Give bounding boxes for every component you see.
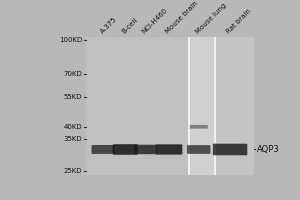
Text: AQP3: AQP3 [257,145,279,154]
FancyBboxPatch shape [92,145,115,154]
FancyBboxPatch shape [190,125,208,129]
Text: Rat brain: Rat brain [226,8,253,35]
Text: 55KD: 55KD [64,94,82,100]
FancyBboxPatch shape [134,145,157,154]
Text: 70KD: 70KD [63,71,82,77]
Text: NCI-H460: NCI-H460 [141,7,169,35]
Text: B-cell: B-cell [121,17,139,35]
FancyBboxPatch shape [156,144,182,155]
Bar [214,37,216,175]
Bar [216,37,254,175]
Text: 40KD: 40KD [64,124,82,130]
Text: A-375: A-375 [99,16,118,35]
FancyBboxPatch shape [187,145,211,154]
Bar [86,37,188,175]
Text: Mouse lung: Mouse lung [194,2,227,35]
FancyBboxPatch shape [213,144,247,155]
Text: 100KD: 100KD [59,37,82,43]
Text: 35KD: 35KD [64,136,82,142]
Bar [190,37,214,175]
Bar [188,37,190,175]
Text: Mouse brain: Mouse brain [165,0,199,35]
Text: 25KD: 25KD [64,168,82,174]
FancyBboxPatch shape [113,144,138,155]
